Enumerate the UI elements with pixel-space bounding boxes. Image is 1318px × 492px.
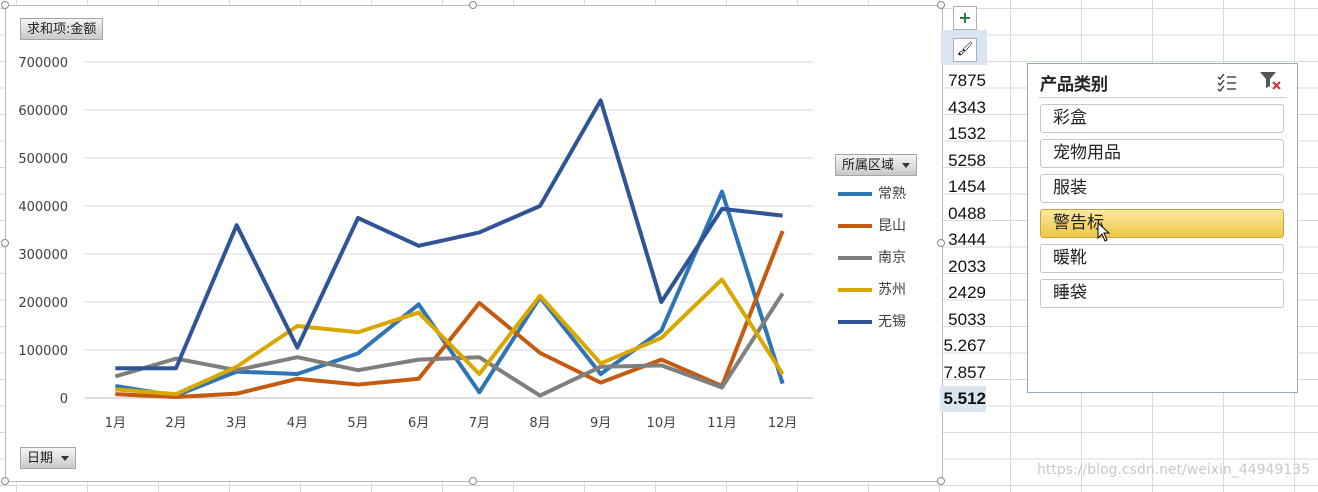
- legend-label: 南京: [878, 250, 906, 266]
- cell-value[interactable]: 5.512: [940, 386, 986, 412]
- series-line-2[interactable]: [114, 292, 785, 398]
- x-tick-label: 6月: [408, 416, 429, 431]
- dropdown-arrow-icon: [61, 456, 70, 461]
- slicer-product-category[interactable]: 产品类别 彩盒宠物用品服装警告标暖靴睡袋: [1027, 63, 1298, 393]
- x-tick-label: 8月: [529, 416, 550, 431]
- legend-item[interactable]: 南京: [838, 247, 906, 267]
- x-tick-label: 4月: [287, 416, 308, 431]
- cursor-icon: [1097, 222, 1111, 242]
- clear-filter-icon[interactable]: [1258, 70, 1284, 92]
- cell-value[interactable]: 7875: [948, 71, 986, 90]
- legend-swatch: [838, 320, 872, 324]
- x-tick-label: 3月: [226, 416, 247, 431]
- axis-field-button[interactable]: 日期: [20, 447, 77, 469]
- legend-label: 常熟: [878, 186, 906, 202]
- y-tick-label: 300000: [18, 248, 68, 263]
- plus-icon: +: [958, 8, 972, 27]
- multi-select-icon[interactable]: [1216, 72, 1238, 92]
- y-tick-label: 0: [60, 392, 68, 407]
- x-tick-label: 2月: [165, 416, 186, 431]
- cell-value[interactable]: 4343: [948, 97, 986, 117]
- y-tick-label: 400000: [18, 200, 68, 215]
- slicer-item[interactable]: 睡袋: [1040, 279, 1284, 308]
- cell-value[interactable]: 2429: [948, 283, 986, 302]
- y-tick-label: 200000: [18, 296, 68, 311]
- resize-handle[interactable]: [937, 477, 945, 485]
- legend-swatch: [838, 224, 872, 228]
- y-tick-label: 700000: [18, 56, 68, 71]
- cell-value[interactable]: 0488: [948, 203, 986, 223]
- series-line-0[interactable]: [115, 189, 785, 398]
- slicer-item[interactable]: 宠物用品: [1040, 139, 1284, 168]
- series-line-4[interactable]: [115, 98, 783, 371]
- slicer-item[interactable]: 警告标: [1040, 209, 1284, 238]
- legend-swatch: [838, 288, 872, 292]
- value-field-button[interactable]: 求和项:金额: [20, 18, 104, 40]
- cell-value[interactable]: 1532: [948, 124, 986, 143]
- axis-field-label: 日期: [27, 451, 54, 466]
- legend-field-button[interactable]: 所属区域: [835, 154, 918, 176]
- x-tick-label: 7月: [469, 416, 490, 431]
- legend-label: 无锡: [878, 314, 906, 330]
- resize-handle[interactable]: [469, 477, 477, 485]
- legend-label: 昆山: [878, 218, 906, 234]
- resize-handle[interactable]: [1, 239, 9, 247]
- legend-swatch: [838, 256, 872, 260]
- cell-value[interactable]: 7.857: [943, 362, 986, 382]
- slicer-item[interactable]: 暖靴: [1040, 244, 1284, 273]
- cell-value[interactable]: 5258: [948, 150, 986, 170]
- x-tick-label: 11月: [707, 416, 737, 431]
- y-tick-label: 600000: [18, 104, 68, 119]
- cell-value[interactable]: 1454: [948, 177, 986, 196]
- cell-value[interactable]: 3444: [948, 230, 986, 249]
- legend-item[interactable]: 昆山: [838, 215, 906, 235]
- y-tick-label: 100000: [18, 344, 68, 359]
- resize-handle[interactable]: [1, 477, 9, 485]
- x-tick-label: 10月: [647, 416, 677, 431]
- cell-value[interactable]: 2033: [948, 256, 986, 276]
- dropdown-arrow-icon: [902, 163, 911, 168]
- chart-styles-button[interactable]: 🖌: [953, 38, 977, 62]
- legend-swatch: [838, 192, 872, 196]
- resize-handle[interactable]: [937, 239, 945, 247]
- slicer-title: 产品类别: [1040, 75, 1108, 95]
- cell-value[interactable]: 5.267: [943, 336, 986, 355]
- x-tick-label: 5月: [347, 416, 368, 431]
- pivot-chart[interactable]: 求和项:金额 所属区域 日期: [5, 5, 943, 482]
- series-line-3[interactable]: [115, 277, 785, 397]
- brush-icon: 🖌: [956, 42, 974, 57]
- legend-label: 苏州: [878, 282, 906, 298]
- resize-handle[interactable]: [469, 1, 477, 9]
- x-tick-label: 9月: [590, 416, 611, 431]
- x-tick-label: 12月: [768, 416, 798, 431]
- legend-item[interactable]: 无锡: [838, 311, 906, 331]
- slicer-item[interactable]: 彩盒: [1040, 104, 1284, 133]
- legend-field-label: 所属区域: [842, 158, 895, 173]
- chart-elements-button[interactable]: +: [953, 6, 977, 30]
- value-field-label: 求和项:金额: [27, 22, 97, 37]
- slicer-item[interactable]: 服装: [1040, 174, 1284, 203]
- x-tick-label: 1月: [105, 416, 126, 431]
- legend-item[interactable]: 苏州: [838, 279, 906, 299]
- cell-value[interactable]: 5033: [948, 309, 986, 329]
- y-tick-label: 500000: [18, 152, 68, 167]
- resize-handle[interactable]: [1, 1, 9, 9]
- slicer-divider: [1038, 97, 1287, 98]
- watermark: https://blog.csdn.net/weixin_44949135: [1037, 462, 1311, 478]
- resize-handle[interactable]: [937, 1, 945, 9]
- legend-item[interactable]: 常熟: [838, 183, 906, 203]
